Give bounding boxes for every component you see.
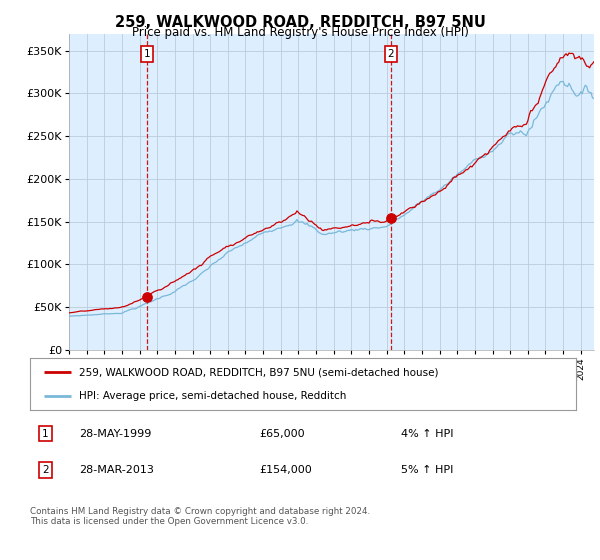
Point — [386, 214, 395, 223]
Text: 4% ↑ HPI: 4% ↑ HPI — [401, 428, 454, 438]
Text: 259, WALKWOOD ROAD, REDDITCH, B97 5NU (semi-detached house): 259, WALKWOOD ROAD, REDDITCH, B97 5NU (s… — [79, 367, 439, 377]
Text: £65,000: £65,000 — [259, 428, 305, 438]
Text: 2: 2 — [42, 465, 49, 475]
Text: £154,000: £154,000 — [259, 465, 312, 475]
Text: 1: 1 — [143, 49, 150, 59]
Text: 1: 1 — [42, 428, 49, 438]
Text: 28-MAY-1999: 28-MAY-1999 — [79, 428, 152, 438]
Text: HPI: Average price, semi-detached house, Redditch: HPI: Average price, semi-detached house,… — [79, 391, 347, 401]
Text: 2: 2 — [388, 49, 394, 59]
Point — [142, 292, 152, 301]
Text: 259, WALKWOOD ROAD, REDDITCH, B97 5NU: 259, WALKWOOD ROAD, REDDITCH, B97 5NU — [115, 15, 485, 30]
Text: Contains HM Land Registry data © Crown copyright and database right 2024.
This d: Contains HM Land Registry data © Crown c… — [30, 507, 370, 526]
Text: 28-MAR-2013: 28-MAR-2013 — [79, 465, 154, 475]
Text: Price paid vs. HM Land Registry's House Price Index (HPI): Price paid vs. HM Land Registry's House … — [131, 26, 469, 39]
Text: 5% ↑ HPI: 5% ↑ HPI — [401, 465, 454, 475]
Bar — [147, 34, 391, 350]
